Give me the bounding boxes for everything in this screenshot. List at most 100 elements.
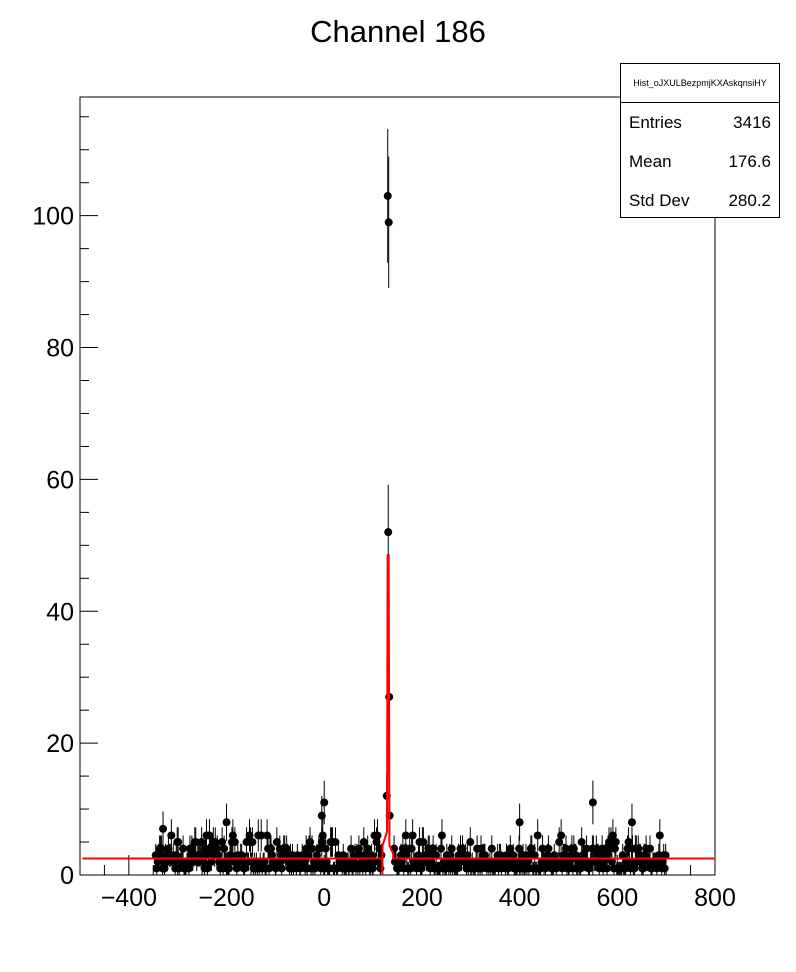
data-point: [226, 851, 235, 860]
data-point: [224, 864, 233, 873]
x-tick-label: −400: [101, 884, 157, 912]
x-axis: −400 −200 0 200 400 600 800: [79, 855, 736, 912]
data-point: [230, 838, 239, 847]
data-point: [588, 798, 597, 807]
data-point: [515, 844, 524, 853]
data-point: [660, 864, 669, 873]
data-point: [458, 844, 467, 853]
y-tick-label: 60: [46, 466, 74, 494]
data-point: [263, 831, 272, 840]
data-point: [407, 844, 416, 853]
data-point: [509, 851, 518, 860]
data-point: [533, 831, 542, 840]
stats-histogram-name: Hist_oJXULBezpmjKXAskqnsiHY: [621, 64, 779, 103]
data-point: [414, 851, 423, 860]
y-tick-label: 20: [46, 730, 74, 758]
data-point: [384, 528, 393, 537]
data-point: [408, 831, 417, 840]
data-point: [372, 838, 381, 847]
data-point: [646, 844, 655, 853]
data-point: [538, 844, 547, 853]
data-point: [466, 838, 475, 847]
data-point: [214, 851, 223, 860]
fit-line: [82, 554, 715, 875]
data-point: [598, 844, 607, 853]
data-point: [321, 844, 330, 853]
data-point: [624, 838, 633, 847]
stats-row-mean: Mean 176.6: [621, 142, 779, 181]
data-point: [557, 831, 566, 840]
y-axis: 0 20 40 60 80 100: [32, 116, 98, 890]
stats-mean-value: 176.6: [728, 151, 771, 171]
data-point: [506, 844, 515, 853]
data-point: [437, 831, 446, 840]
data-point: [417, 864, 426, 873]
data-point: [610, 844, 619, 853]
data-point: [347, 844, 356, 853]
data-point: [413, 857, 422, 866]
data-point: [436, 844, 445, 853]
data-point: [248, 838, 257, 847]
stats-std-value: 280.2: [728, 190, 771, 210]
data-point: [419, 838, 428, 847]
data-point: [571, 851, 580, 860]
stats-std-label: Std Dev: [629, 190, 690, 210]
data-point: [561, 851, 570, 860]
data-point: [627, 818, 636, 827]
data-point: [487, 844, 496, 853]
data-point: [317, 838, 326, 847]
data-point: [213, 844, 222, 853]
data-point: [363, 844, 372, 853]
data-point: [331, 838, 340, 847]
data-point: [272, 838, 281, 847]
data-point: [277, 864, 286, 873]
stats-box: Hist_oJXULBezpmjKXAskqnsiHY Entries 3416…: [620, 63, 780, 218]
x-tick-label: 800: [694, 884, 736, 912]
data-point: [383, 191, 392, 200]
x-tick-label: 200: [401, 884, 443, 912]
stats-row-stddev: Std Dev 280.2: [621, 181, 779, 220]
y-tick-label: 100: [32, 203, 74, 231]
data-point: [245, 831, 254, 840]
data-point: [368, 864, 377, 873]
data-point: [562, 844, 571, 853]
stats-entries-value: 3416: [733, 112, 771, 132]
data-point: [174, 838, 183, 847]
data-point: [384, 218, 393, 227]
data-point: [502, 851, 511, 860]
data-point: [339, 851, 348, 860]
data-point: [655, 831, 664, 840]
x-tick-label: −200: [198, 884, 254, 912]
stats-row-entries: Entries 3416: [621, 103, 779, 142]
data-point: [308, 844, 317, 853]
data-point: [630, 864, 639, 873]
data-points: [151, 128, 670, 875]
data-point: [317, 811, 326, 820]
data-point: [527, 844, 536, 853]
chart-title: Channel 186: [310, 14, 486, 49]
data-point: [159, 824, 168, 833]
data-point: [265, 864, 274, 873]
data-point: [167, 831, 176, 840]
data-point: [406, 864, 415, 873]
data-point: [203, 864, 212, 873]
data-point: [179, 844, 188, 853]
data-point: [544, 844, 553, 853]
data-point: [198, 851, 207, 860]
data-point: [515, 818, 524, 827]
data-point: [266, 844, 275, 853]
data-point: [157, 844, 166, 853]
data-point: [222, 818, 231, 827]
x-tick-label: 400: [499, 884, 541, 912]
data-point: [282, 844, 291, 853]
data-point: [530, 851, 539, 860]
data-point: [618, 851, 627, 860]
data-point: [402, 851, 411, 860]
data-point: [359, 838, 368, 847]
data-point: [315, 857, 324, 866]
y-tick-label: 0: [60, 862, 74, 890]
x-tick-label: 600: [596, 884, 638, 912]
data-point: [480, 851, 489, 860]
y-tick-label: 80: [46, 335, 74, 363]
